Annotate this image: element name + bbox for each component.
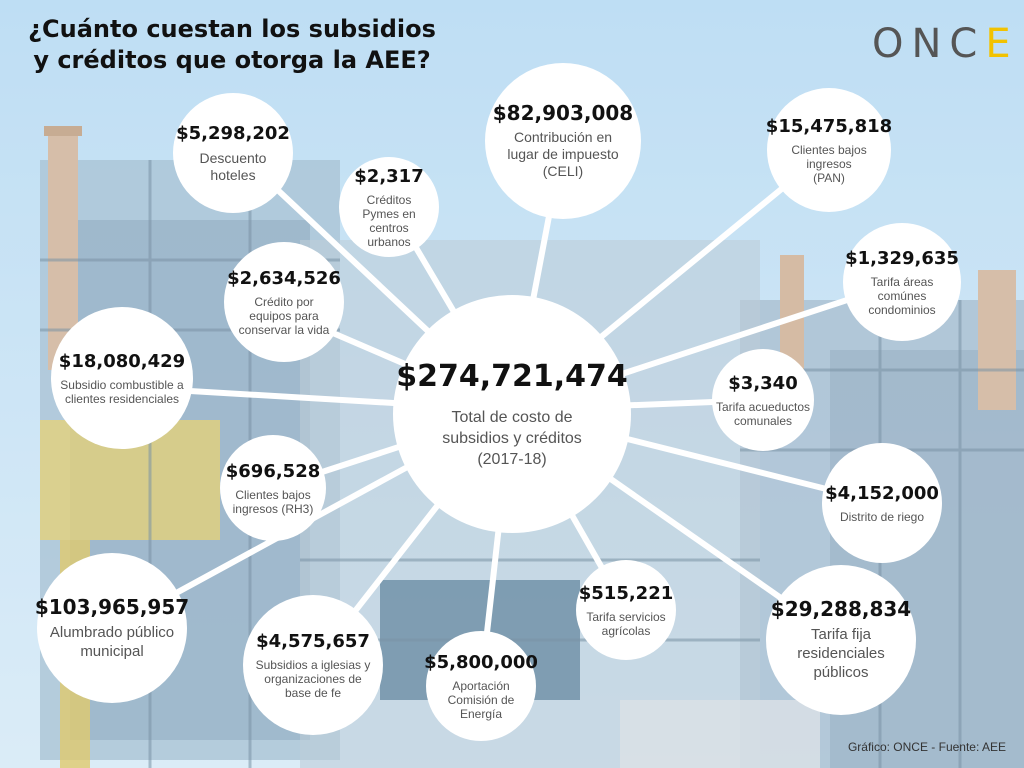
node-label: Contribución en lugar de impuesto (CELI) [507, 129, 619, 179]
total-label: Total de costo de subsidios y créditos (… [442, 408, 582, 468]
node-value: $5,298,202 [176, 122, 290, 144]
node-label: Subsidio combustible a clientes residenc… [60, 377, 184, 406]
node-label: Subsidios a iglesias y organizaciones de… [255, 657, 371, 700]
total-value: $274,721,474 [396, 358, 628, 394]
node-label: Créditos Pymes en centros urbanos [362, 192, 416, 249]
source-credit: Gráfico: ONCE - Fuente: AEE [847, 740, 1006, 754]
node-servicios-agricolas: $515,221 Tarifa servicios agrícolas [576, 560, 676, 660]
node-label: Clientes bajos ingresos (PAN) [791, 142, 867, 185]
node-value: $3,340 [728, 372, 798, 394]
node-value: $29,288,834 [770, 597, 912, 621]
node-value: $18,080,429 [58, 350, 186, 372]
node-value: $515,221 [578, 582, 674, 604]
total-cost-node: $274,721,474 Total de costo de subsidios… [393, 295, 631, 533]
node-value: $103,965,957 [34, 594, 190, 619]
node-distrito-riego: $4,152,000 Distrito de riego [822, 443, 942, 563]
node-label: Distrito de riego [839, 509, 925, 524]
page-title: ¿Cuánto cuestan los subsidios y créditos… [28, 15, 436, 74]
node-label: Tarifa acueductos comunales [715, 399, 811, 428]
node-value: $4,575,657 [256, 630, 370, 652]
node-label: Tarifa áreas comúnes condominios [868, 274, 936, 317]
logo-accent-letter: E [985, 21, 1019, 67]
node-descuento-hoteles: $5,298,202 Descuento hoteles [173, 93, 293, 213]
node-acueductos-comunales: $3,340 Tarifa acueductos comunales [712, 349, 814, 451]
node-tarifa-fija-residenciales: $29,288,834 Tarifa fija residenciales pú… [766, 565, 916, 715]
node-value: $696,528 [225, 460, 321, 482]
node-alumbrado-publico: $103,965,957 Alumbrado público municipal [34, 553, 190, 703]
node-equipos-conservar-vida: $2,634,526 Crédito por equipos para cons… [224, 242, 344, 362]
node-value: $82,903,008 [492, 101, 634, 125]
node-celi: $82,903,008 Contribución en lugar de imp… [485, 63, 641, 219]
node-label: Aportación Comisión de Energía [447, 678, 515, 721]
node-label: Crédito por equipos para conservar la vi… [238, 294, 330, 337]
node-value: $2,317 [354, 165, 424, 187]
node-label: Tarifa servicios agrícolas [586, 609, 666, 638]
node-value: $15,475,818 [765, 115, 893, 137]
node-comision-energia: $5,800,000 Aportación Comisión de Energí… [424, 631, 538, 741]
node-value: $1,329,635 [845, 247, 959, 269]
node-subsidios-iglesias: $4,575,657 Subsidios a iglesias y organi… [243, 595, 383, 735]
node-value: $4,152,000 [825, 482, 939, 504]
node-subsidio-combustible: $18,080,429 Subsidio combustible a clien… [51, 307, 193, 449]
logo-text: ONC [872, 21, 986, 67]
node-value: $5,800,000 [424, 651, 538, 673]
node-areas-comunes: $1,329,635 Tarifa áreas comúnes condomin… [843, 223, 961, 341]
node-label: Descuento hoteles [199, 149, 267, 183]
node-clientes-rh3: $696,528 Clientes bajos ingresos (RH3) [220, 435, 326, 541]
node-label: Alumbrado público municipal [49, 623, 175, 660]
brand-logo: ONCE [872, 20, 1019, 68]
node-creditos-pymes: $2,317 Créditos Pymes en centros urbanos [339, 157, 439, 257]
node-label: Tarifa fija residenciales públicos [797, 626, 885, 681]
node-label: Clientes bajos ingresos (RH3) [232, 487, 314, 516]
node-clientes-pan: $15,475,818 Clientes bajos ingresos (PAN… [765, 88, 893, 212]
node-value: $2,634,526 [227, 267, 341, 289]
